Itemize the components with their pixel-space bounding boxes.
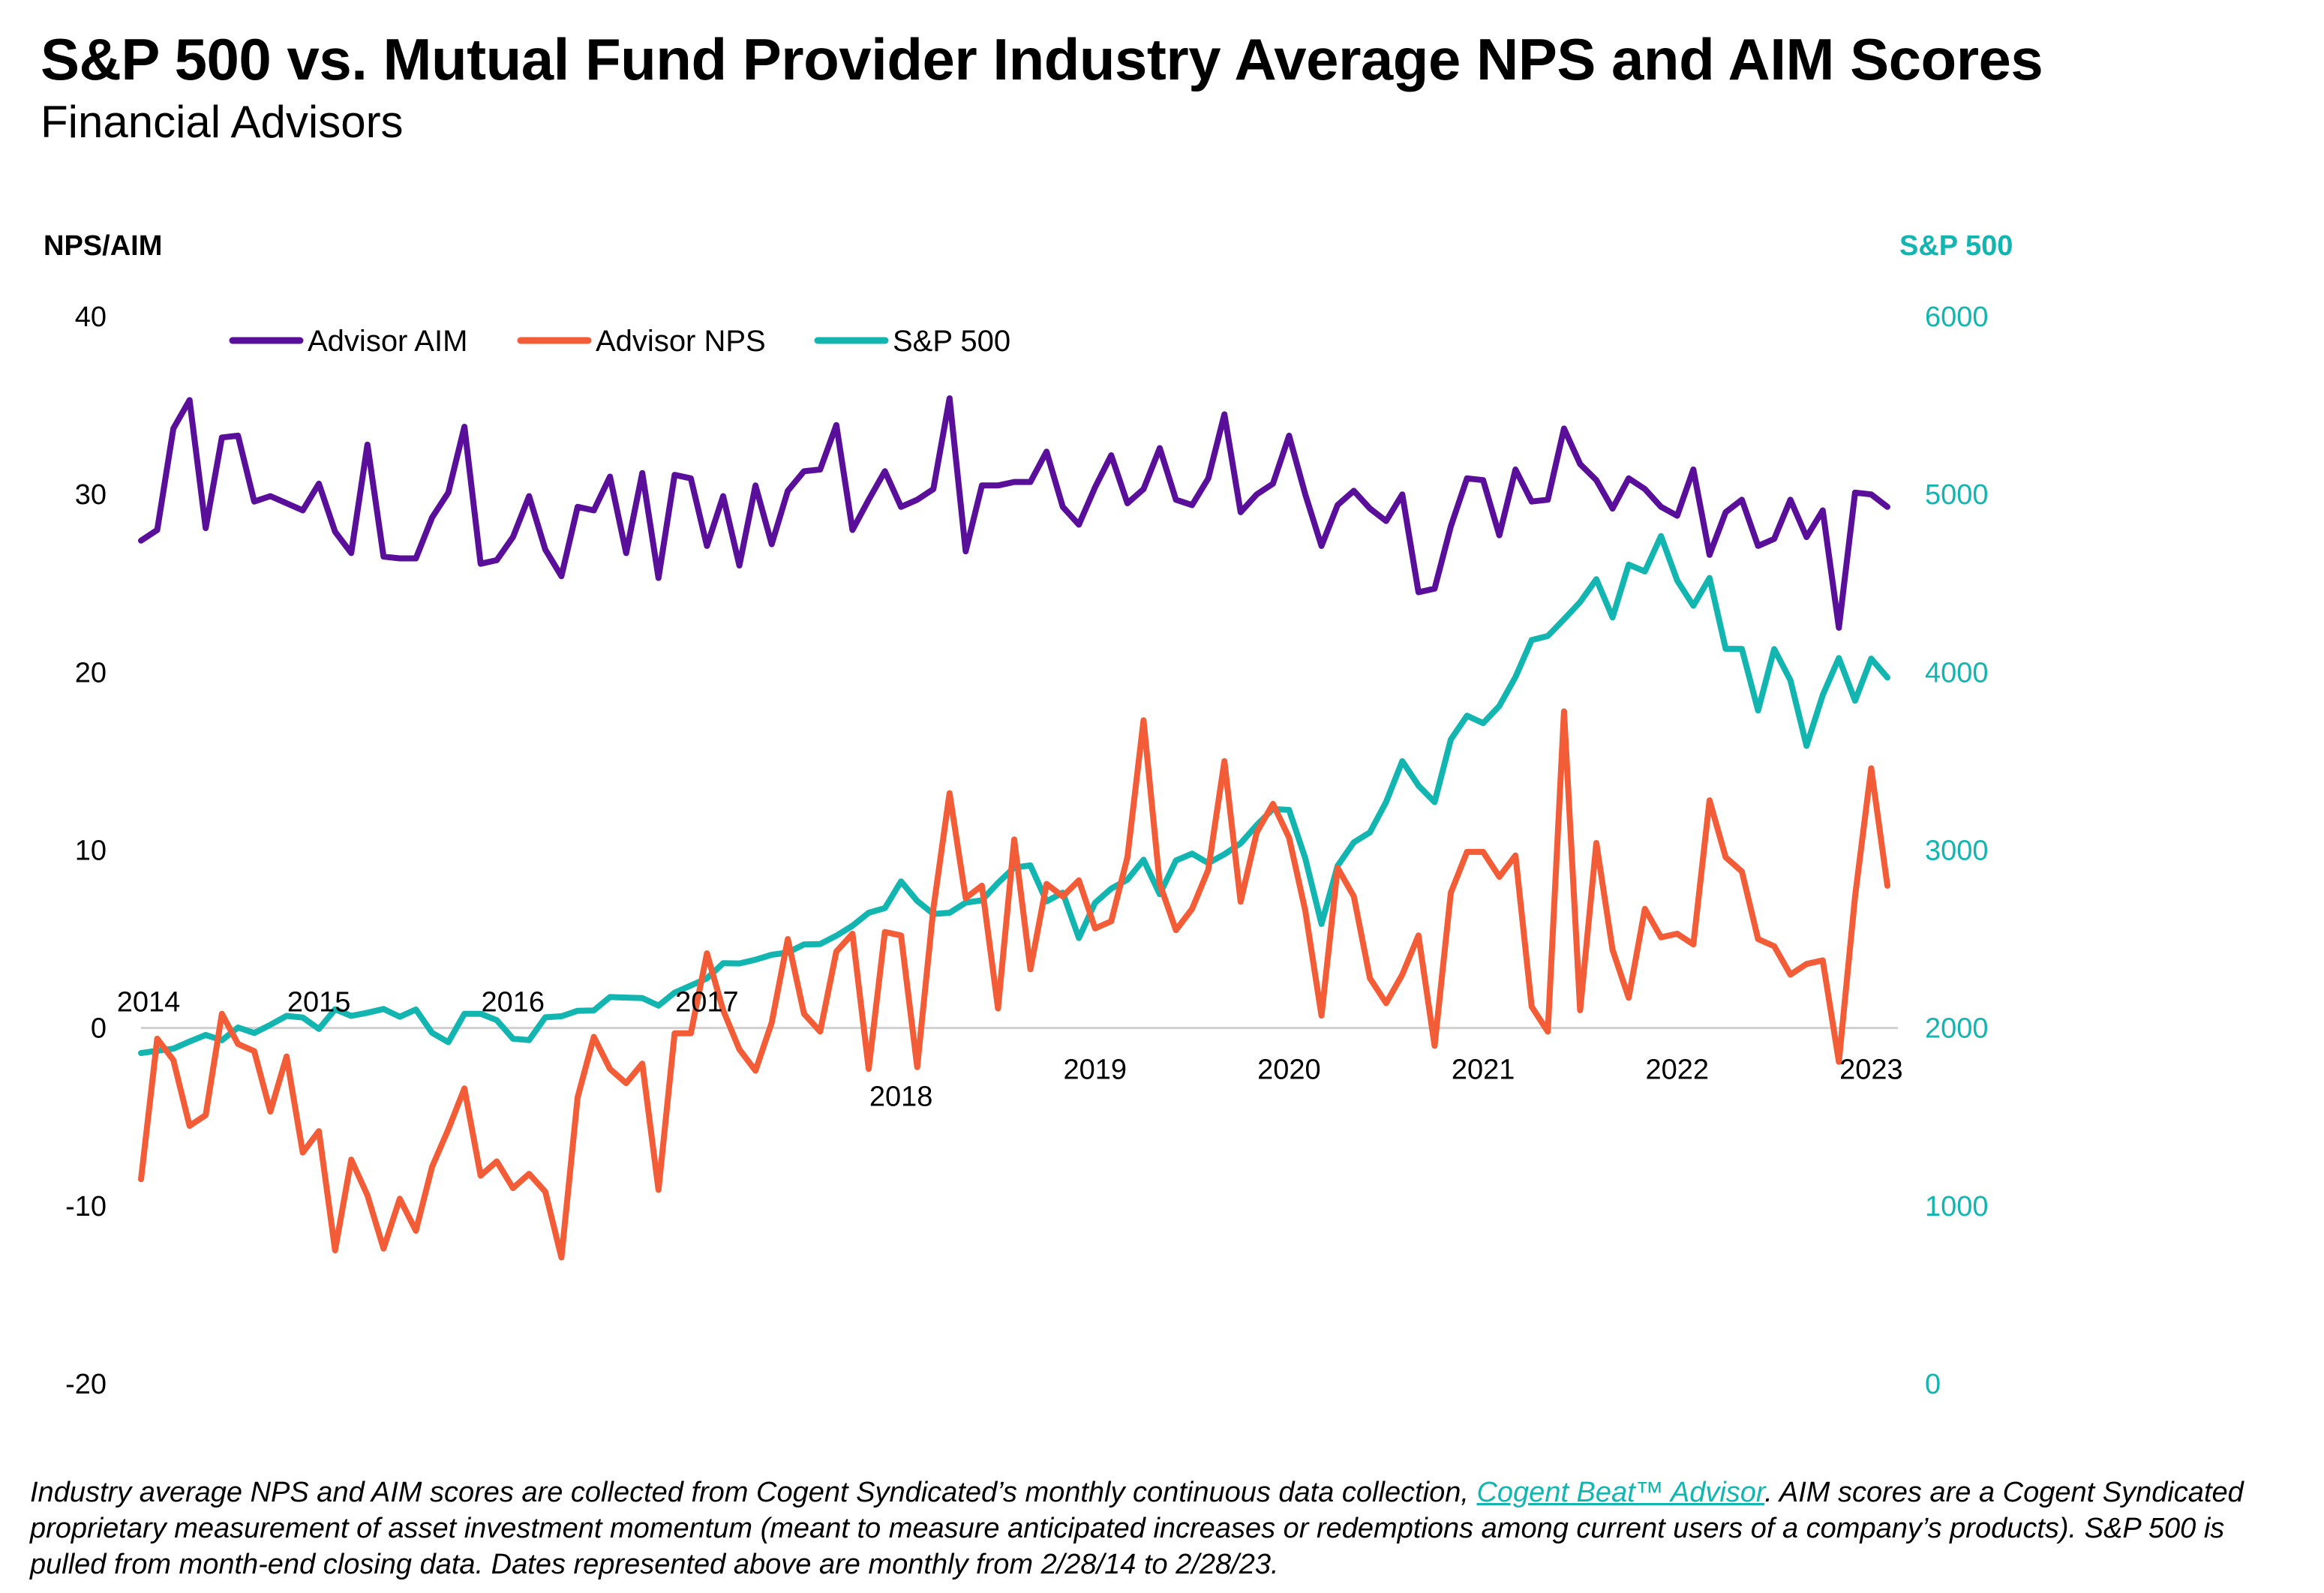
right-tick-label: 2000 xyxy=(1925,1013,1989,1045)
footnote: Industry average NPS and AIM scores are … xyxy=(30,1474,2295,1582)
right-axis-label: S&P 500 xyxy=(1899,230,2013,262)
right-tick-label: 4000 xyxy=(1925,657,1989,688)
right-tick-label: 0 xyxy=(1925,1369,1941,1400)
sp500-legend-label: S&P 500 xyxy=(893,325,1010,358)
line-chart: NPS/AIM S&P 500 40 30 20 10 0 -10 -20 6000 5000… xyxy=(44,230,2013,1400)
year-label-2020: 2020 xyxy=(1257,1054,1321,1086)
year-label-2016: 2016 xyxy=(482,987,545,1018)
series-lines xyxy=(138,395,1890,1261)
year-labels: 2014 2015 2016 2017 2018 2019 2020 2021 2022 2023 xyxy=(117,987,1903,1113)
year-label-2018: 2018 xyxy=(869,1082,933,1113)
left-tick-label: -20 xyxy=(65,1369,107,1400)
year-label-2014: 2014 xyxy=(117,987,181,1018)
advisor-nps-line xyxy=(138,708,1890,1261)
advisor-aim-legend-label: Advisor AIM xyxy=(308,325,467,358)
left-tick-label: 0 xyxy=(91,1013,107,1045)
cogent-beat-link[interactable]: Cogent Beat™ Advisor xyxy=(1476,1477,1765,1508)
left-axis-label: NPS/AIM xyxy=(44,230,162,262)
right-tick-label: 5000 xyxy=(1925,479,1989,511)
left-axis-ticks: 40 30 20 10 0 -10 -20 xyxy=(65,302,107,1400)
year-label-2021: 2021 xyxy=(1452,1054,1515,1086)
left-tick-label: 40 xyxy=(75,302,107,333)
left-tick-label: 30 xyxy=(75,479,107,511)
legend: Advisor AIM Advisor NPS S&P 500 xyxy=(229,325,1010,358)
right-tick-label: 1000 xyxy=(1925,1191,1989,1222)
right-tick-label: 3000 xyxy=(1925,836,1989,867)
advisor-aim-line xyxy=(138,395,1890,631)
page-title: S&P 500 vs. Mutual Fund Provider Industr… xyxy=(41,26,2043,92)
page-subtitle: Financial Advisors xyxy=(41,97,404,147)
left-tick-label: -10 xyxy=(65,1191,107,1222)
advisor-nps-legend-label: Advisor NPS xyxy=(596,325,766,358)
right-axis-ticks: 6000 5000 4000 3000 2000 1000 0 xyxy=(1925,302,1989,1400)
left-tick-label: 20 xyxy=(75,657,107,688)
sp500-line xyxy=(138,532,1890,1057)
footnote-text-1: Industry average NPS and AIM scores are … xyxy=(30,1477,1477,1508)
left-tick-label: 10 xyxy=(75,836,107,867)
year-label-2017: 2017 xyxy=(675,987,739,1018)
year-label-2019: 2019 xyxy=(1064,1054,1127,1086)
year-label-2023: 2023 xyxy=(1839,1054,1903,1086)
footnote-text-2: . AIM scores are a Cogent Syndicated pro… xyxy=(30,1477,2244,1580)
right-tick-label: 6000 xyxy=(1925,302,1989,333)
year-label-2022: 2022 xyxy=(1646,1054,1710,1086)
year-label-2015: 2015 xyxy=(287,987,351,1018)
